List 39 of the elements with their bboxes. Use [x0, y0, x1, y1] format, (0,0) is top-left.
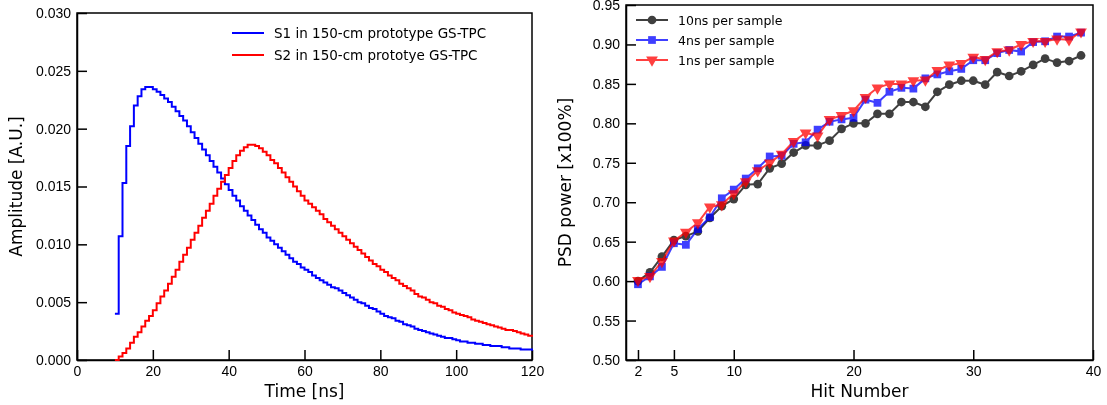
y-tick-label: 0.50 — [592, 351, 621, 368]
x-tick-label: 80 — [373, 362, 389, 379]
x-tick-label: 5 — [670, 362, 679, 379]
x-tick-label: 10 — [726, 362, 743, 379]
y-tick-label: 0.95 — [592, 0, 621, 13]
x-tick-label: 2 — [634, 362, 643, 379]
x-tick-label: 60 — [297, 362, 313, 379]
x-axis-title: Time [ns] — [263, 381, 345, 401]
x-tick-label: 20 — [846, 362, 863, 379]
y-axis-title: PSD power [x100%] — [555, 97, 575, 268]
y-tick-label: 0.75 — [592, 154, 621, 171]
y-tick-label: 0.015 — [35, 178, 72, 195]
y-tick-label: 0.000 — [35, 351, 72, 368]
x-tick-label: 40 — [221, 362, 238, 379]
legend-label: 4ns per sample — [678, 32, 775, 48]
y-tick-label: 0.85 — [592, 75, 621, 92]
x-tick-label: 100 — [444, 362, 469, 379]
x-tick-label: 0 — [73, 362, 82, 379]
y-tick-label: 0.025 — [35, 62, 72, 79]
legend-label: 10ns per sample — [678, 12, 783, 28]
y-tick-label: 0.70 — [592, 194, 621, 211]
y-tick-label: 0.60 — [592, 273, 621, 290]
x-tick-label: 30 — [965, 362, 982, 379]
x-tick-label: 20 — [145, 362, 162, 379]
y-tick-label: 0.005 — [35, 294, 72, 311]
y-tick-label: 0.90 — [592, 36, 621, 53]
legend-label: 1ns per sample — [678, 52, 775, 68]
legend-label: S2 in 150-cm prototye GS-TPC — [274, 46, 478, 63]
legend-label: S1 in 150-cm prototype GS-TPC — [274, 24, 487, 41]
x-axis-title: Hit Number — [810, 381, 909, 401]
y-tick-label: 0.030 — [35, 4, 72, 21]
x-tick-label: 120 — [520, 362, 545, 379]
y-axis-title: Amplitude [A.U.] — [6, 116, 26, 257]
x-tick-label: 40 — [1085, 362, 1102, 379]
y-tick-label: 0.55 — [592, 312, 621, 329]
y-tick-label: 0.020 — [35, 120, 72, 137]
y-tick-label: 0.65 — [592, 233, 621, 250]
y-tick-label: 0.80 — [592, 115, 621, 132]
y-tick-label: 0.010 — [35, 236, 72, 253]
